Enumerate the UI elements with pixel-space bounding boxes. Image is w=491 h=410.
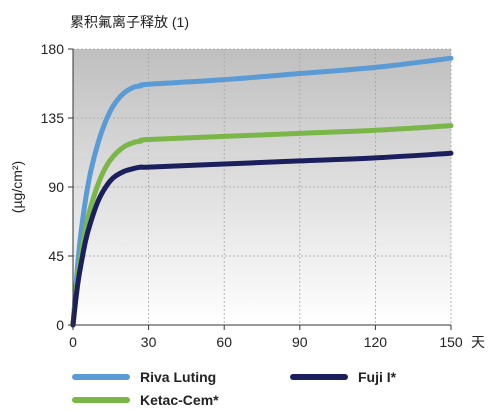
x-axis-unit: 天	[471, 334, 485, 350]
series-line-fuji-i	[70, 150, 454, 328]
chart-title: 累积氟离子释放 (1)	[70, 14, 189, 30]
legend-item-ketac-cem: Ketac-Cem*	[72, 392, 219, 408]
x-tick-label: 150	[439, 334, 463, 350]
legend-swatch-ketac-cem	[72, 397, 130, 403]
legend-label-riva-luting: Riva Luting	[140, 369, 217, 385]
y-tick-label: 180	[41, 41, 65, 57]
y-tick-label: 135	[41, 110, 65, 126]
series-line-riva-luting	[70, 55, 454, 328]
legend-swatch-fuji	[290, 374, 348, 380]
legend-item-fuji: Fuji I*	[290, 369, 396, 385]
x-tick-label: 120	[364, 334, 388, 350]
legend-label-fuji: Fuji I*	[358, 369, 397, 385]
y-tick-label: 0	[56, 317, 64, 333]
y-tick-label: 90	[48, 179, 64, 195]
x-tick-label: 60	[216, 334, 232, 350]
y-tick-label: 45	[48, 248, 64, 264]
x-tick-label: 30	[141, 334, 157, 350]
y-axis-label: (µg/cm²)	[9, 161, 25, 213]
legend-label-ketac-cem: Ketac-Cem*	[140, 392, 219, 408]
x-tick-label: 0	[69, 334, 77, 350]
x-tick-label: 90	[292, 334, 308, 350]
legend-swatch-riva-luting	[72, 374, 130, 380]
legend-item-riva-luting: Riva Luting	[72, 369, 216, 385]
